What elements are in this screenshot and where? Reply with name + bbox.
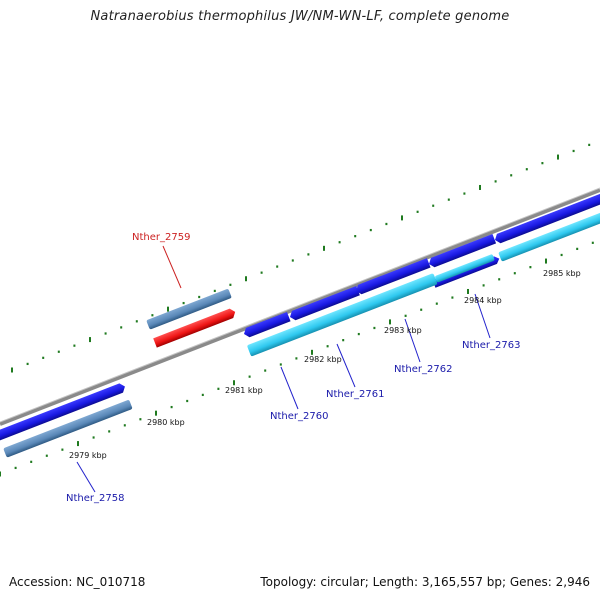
genome-backbone-highlight	[0, 187, 600, 423]
leader-line-2760	[280, 366, 299, 410]
gene-label-nther-2763[interactable]: Nther_2763	[462, 340, 520, 351]
scale-labels: 2979 kbp 2980 kbp 2981 kbp 2982 kbp 2983…	[69, 269, 581, 460]
leader-lines	[76, 245, 491, 493]
gene-bar-nther-2759[interactable]	[153, 307, 237, 348]
gene-label-nther-2760[interactable]: Nther_2760	[270, 411, 328, 422]
accession-text: Accession: NC_010718	[9, 575, 146, 589]
leader-line-2758	[76, 461, 96, 493]
kbp-label-2981: 2981 kbp	[225, 386, 263, 395]
gene-bar-nther-2758[interactable]	[3, 400, 133, 458]
tick-marks	[0, 143, 594, 477]
leader-line-2763	[474, 293, 491, 339]
kbp-label-2979: 2979 kbp	[69, 451, 107, 460]
gene-label-nther-2758[interactable]: Nther_2758	[66, 493, 124, 504]
gene-bar-nther-2763[interactable]	[427, 234, 497, 269]
leader-line-2759	[162, 245, 182, 289]
leader-line-2761	[336, 343, 356, 388]
gene-label-nther-2761[interactable]: Nther_2761	[326, 389, 384, 400]
genome-title: Natranaerobius thermophilus JW/NM-WN-LF,…	[90, 9, 510, 24]
leader-line-2762	[404, 318, 421, 363]
gene-bar[interactable]	[0, 382, 127, 442]
kbp-label-2985: 2985 kbp	[543, 269, 581, 278]
gene-bar-reverse[interactable]	[498, 211, 600, 262]
gene-labels: Nther_2758 Nther_2759 Nther_2760 Nther_2…	[66, 232, 520, 504]
kbp-label-2984: 2984 kbp	[464, 296, 502, 305]
gene-label-nther-2762[interactable]: Nther_2762	[394, 364, 452, 375]
topology-text: Topology: circular; Length: 3,165,557 bp…	[260, 575, 590, 589]
gene-bar-reverse[interactable]	[435, 254, 495, 283]
gene-bar-nther-2761[interactable]	[288, 285, 360, 322]
gene-bar-nther-2760-fwd[interactable]	[242, 311, 291, 339]
gene-bar[interactable]	[493, 193, 600, 245]
gene-bar[interactable]	[146, 289, 232, 330]
genes	[0, 193, 600, 458]
kbp-label-2980: 2980 kbp	[147, 418, 185, 427]
gene-bar-nther-2762[interactable]	[354, 258, 431, 296]
genome-backbone	[0, 188, 600, 426]
kbp-label-2982: 2982 kbp	[304, 355, 342, 364]
gene-label-nther-2759[interactable]: Nther_2759	[132, 232, 190, 243]
gene-bar-reverse[interactable]	[247, 273, 438, 357]
kbp-label-2983: 2983 kbp	[384, 326, 422, 335]
